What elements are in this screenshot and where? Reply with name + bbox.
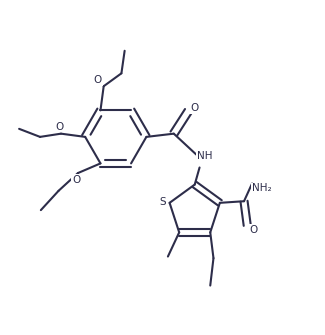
Text: O: O [55, 122, 63, 132]
Text: S: S [159, 197, 166, 207]
Text: O: O [94, 75, 102, 85]
Text: NH₂: NH₂ [252, 183, 272, 193]
Text: O: O [190, 103, 198, 113]
Text: O: O [72, 175, 80, 185]
Text: O: O [250, 225, 258, 235]
Text: NH: NH [197, 151, 212, 161]
